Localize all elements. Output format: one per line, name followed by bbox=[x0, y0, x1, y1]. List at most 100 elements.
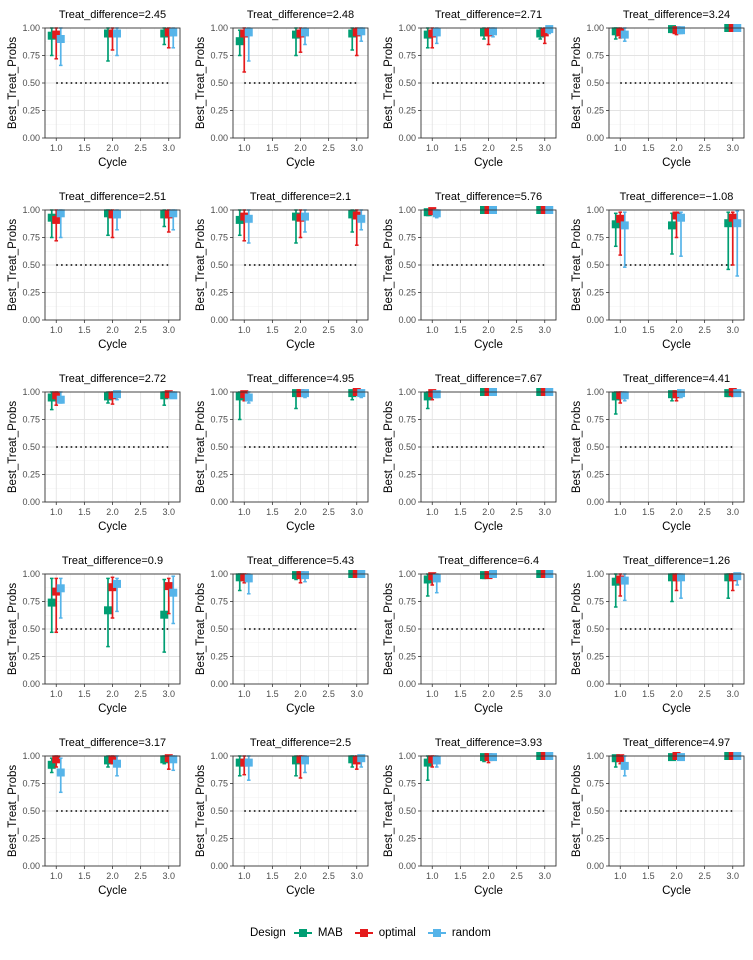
y-tick-label: 0.50 bbox=[22, 260, 40, 270]
y-tick-label: 1.00 bbox=[586, 751, 604, 761]
data-point bbox=[668, 221, 676, 230]
data-point bbox=[160, 755, 169, 764]
x-tick-label: 1.0 bbox=[614, 871, 627, 881]
y-tick-label: 0.50 bbox=[210, 806, 228, 816]
y-tick-label: 0.00 bbox=[398, 861, 416, 871]
x-tick-label: 1.5 bbox=[642, 143, 655, 153]
legend-label-optimal: optimal bbox=[378, 927, 416, 939]
facet-panel: 0.00 0.25 0.50 0.75 1.00 1.0 1.5 2.0 2.5 3.0 Treat… bbox=[7, 555, 181, 715]
legend-item-random: random bbox=[427, 927, 491, 939]
y-tick-label: 0.75 bbox=[22, 51, 40, 61]
data-point bbox=[301, 571, 309, 580]
legend-item-mab: MAB bbox=[293, 927, 343, 939]
y-tick-label: 0.50 bbox=[210, 260, 228, 270]
y-axis-label: Best_Treat_Probs bbox=[383, 401, 395, 494]
x-tick-label: 1.0 bbox=[50, 507, 63, 517]
x-tick-label: 1.5 bbox=[266, 143, 279, 153]
data-point bbox=[292, 571, 300, 580]
y-tick-label: 0.25 bbox=[22, 470, 40, 480]
y-tick-label: 1.00 bbox=[22, 387, 40, 397]
data-point bbox=[620, 221, 629, 230]
panel-title: Treat_difference=2.5 bbox=[250, 737, 351, 749]
x-axis-label: Cycle bbox=[286, 885, 315, 897]
data-point bbox=[240, 390, 249, 399]
x-tick-label: 3.0 bbox=[162, 871, 175, 881]
y-tick-label: 1.00 bbox=[586, 205, 604, 215]
x-axis-label: Cycle bbox=[474, 885, 503, 897]
data-point bbox=[677, 573, 685, 582]
x-tick-label: 2.0 bbox=[294, 689, 307, 699]
data-point bbox=[108, 583, 117, 592]
data-point bbox=[47, 598, 56, 607]
facet-panel: 0.00 0.25 0.50 0.75 1.00 1.0 1.5 2.0 2.5 3.0 Treat… bbox=[383, 191, 557, 351]
data-point bbox=[677, 213, 685, 222]
y-tick-label: 0.75 bbox=[210, 597, 228, 607]
x-axis-label: Cycle bbox=[98, 339, 127, 351]
panel-title: Treat_difference=3.24 bbox=[623, 9, 730, 21]
x-tick-label: 3.0 bbox=[350, 143, 363, 153]
data-point bbox=[672, 390, 681, 399]
y-tick-label: 0.00 bbox=[210, 133, 228, 143]
y-tick-label: 1.00 bbox=[22, 205, 40, 215]
x-tick-label: 2.5 bbox=[322, 325, 335, 335]
y-axis-label: Best_Treat_Probs bbox=[571, 219, 583, 312]
x-axis-label: Cycle bbox=[286, 703, 315, 715]
data-point bbox=[733, 219, 742, 228]
data-point bbox=[113, 210, 121, 219]
x-tick-label: 2.5 bbox=[134, 689, 147, 699]
x-tick-label: 1.5 bbox=[78, 871, 91, 881]
y-tick-label: 1.00 bbox=[586, 569, 604, 579]
x-tick-label: 1.5 bbox=[642, 871, 655, 881]
x-tick-label: 3.0 bbox=[350, 325, 363, 335]
data-point bbox=[244, 214, 253, 223]
data-point bbox=[52, 587, 61, 596]
y-tick-label: 0.75 bbox=[210, 415, 228, 425]
x-tick-label: 2.0 bbox=[294, 507, 307, 517]
y-tick-label: 0.50 bbox=[22, 624, 40, 634]
data-point bbox=[620, 30, 629, 39]
x-tick-label: 3.0 bbox=[538, 507, 551, 517]
facet-panel: 0.00 0.25 0.50 0.75 1.00 1.0 1.5 2.0 2.5 3.0 Treat… bbox=[383, 737, 557, 897]
data-point bbox=[301, 389, 309, 398]
x-tick-label: 1.0 bbox=[614, 325, 627, 335]
data-point bbox=[724, 219, 733, 228]
x-tick-label: 2.0 bbox=[670, 871, 683, 881]
data-point bbox=[169, 755, 178, 764]
x-axis-label: Cycle bbox=[662, 885, 691, 897]
y-tick-label: 1.00 bbox=[398, 205, 416, 215]
data-point bbox=[489, 27, 497, 36]
y-axis-label: Best_Treat_Probs bbox=[7, 583, 19, 676]
data-point bbox=[724, 389, 733, 398]
x-axis-label: Cycle bbox=[662, 703, 691, 715]
data-point bbox=[423, 208, 432, 217]
y-tick-label: 0.50 bbox=[398, 806, 416, 816]
x-tick-label: 2.0 bbox=[482, 325, 495, 335]
data-point bbox=[56, 209, 65, 218]
x-tick-label: 2.0 bbox=[670, 325, 683, 335]
panel-title: Treat_difference=2.51 bbox=[59, 191, 166, 203]
x-axis-label: Cycle bbox=[474, 703, 503, 715]
data-point bbox=[52, 215, 61, 224]
y-tick-label: 0.00 bbox=[586, 315, 604, 325]
x-tick-label: 1.0 bbox=[426, 871, 439, 881]
x-tick-label: 1.5 bbox=[454, 871, 467, 881]
y-axis-label: Best_Treat_Probs bbox=[571, 583, 583, 676]
y-tick-label: 0.50 bbox=[398, 260, 416, 270]
x-tick-label: 1.5 bbox=[78, 507, 91, 517]
data-point bbox=[240, 29, 249, 38]
data-point bbox=[423, 575, 432, 584]
data-point bbox=[52, 30, 61, 39]
y-tick-label: 0.25 bbox=[22, 288, 40, 298]
data-point bbox=[169, 588, 178, 597]
data-point bbox=[296, 213, 305, 222]
y-axis-label: Best_Treat_Probs bbox=[7, 765, 19, 858]
data-point bbox=[611, 220, 620, 229]
y-axis-label: Best_Treat_Probs bbox=[7, 37, 19, 130]
panel-title: Treat_difference=4.95 bbox=[247, 373, 354, 385]
x-tick-label: 2.5 bbox=[698, 507, 711, 517]
x-tick-label: 3.0 bbox=[162, 325, 175, 335]
data-point bbox=[104, 756, 112, 765]
x-axis-label: Cycle bbox=[98, 521, 127, 533]
y-tick-label: 0.00 bbox=[586, 861, 604, 871]
y-tick-label: 0.00 bbox=[398, 679, 416, 689]
